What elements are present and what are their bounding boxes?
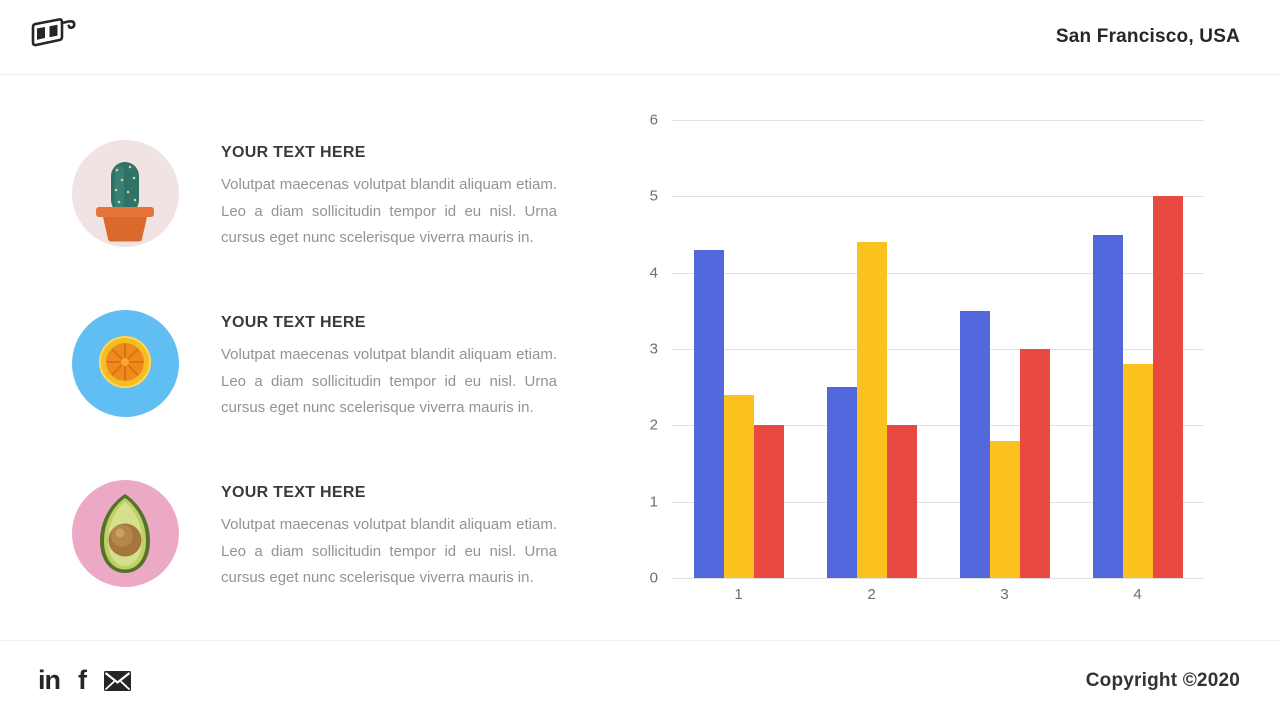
social-links: in f	[38, 667, 131, 694]
header: San Francisco, USA	[0, 0, 1280, 75]
feature-text: YOUR TEXT HERE Volutpat maecenas volutpa…	[221, 310, 557, 422]
bar-series-red-cat4	[1152, 196, 1183, 578]
feature-body: Volutpat maecenas volutpat blandit aliqu…	[221, 176, 557, 246]
y-tick-label: 4	[649, 264, 658, 282]
gridline	[672, 196, 1204, 198]
feature-body: Volutpat maecenas volutpat blandit aliqu…	[221, 346, 557, 416]
feature-body: Volutpat maecenas volutpat blandit aliqu…	[221, 516, 557, 586]
feature-row: YOUR TEXT HERE Volutpat maecenas volutpa…	[72, 310, 564, 417]
bar-series-yellow-cat4	[1122, 364, 1153, 578]
email-icon[interactable]	[104, 670, 131, 691]
cactus-in-pot-photo	[72, 140, 179, 247]
gridline	[672, 425, 1204, 427]
y-tick-label: 2	[649, 416, 658, 434]
feature-list: YOUR TEXT HERE Volutpat maecenas volutpa…	[72, 140, 564, 650]
bar-group-2	[805, 120, 938, 578]
bar-series-yellow-cat3	[989, 440, 1020, 578]
chart-y-axis: 0 1 2 3 4 5 6	[600, 112, 658, 587]
feature-text: YOUR TEXT HERE Volutpat maecenas volutpa…	[221, 480, 557, 592]
avocado-half-photo	[72, 480, 179, 587]
y-tick-label: 5	[649, 187, 658, 205]
feature-title: YOUR TEXT HERE	[221, 484, 366, 501]
bar-series-blue-cat1	[693, 249, 724, 578]
feature-title: YOUR TEXT HERE	[221, 144, 366, 161]
feature-text: YOUR TEXT HERE Volutpat maecenas volutpa…	[221, 140, 557, 252]
facebook-icon[interactable]: f	[78, 665, 87, 695]
copyright-text: Copyright ©2020	[1085, 669, 1240, 691]
chart-x-axis: 1 2 3 4	[672, 586, 1204, 603]
3d-glasses-icon	[28, 14, 78, 61]
bar-series-red-cat1	[753, 425, 784, 578]
y-tick-label: 0	[649, 569, 658, 587]
bar-series-red-cat3	[1019, 349, 1050, 578]
chart-plot	[672, 120, 1204, 579]
bar-series-yellow-cat1	[723, 394, 754, 578]
gridline	[672, 501, 1204, 503]
x-tick-label: 3	[1000, 586, 1009, 603]
bar-groups	[672, 120, 1204, 578]
gridline	[672, 272, 1204, 274]
gridline	[672, 349, 1204, 350]
x-tick-label: 1	[734, 586, 743, 603]
orange-slice-photo	[72, 310, 179, 417]
footer: in f Copyright ©2020	[0, 640, 1280, 720]
feature-row: YOUR TEXT HERE Volutpat maecenas volutpa…	[72, 140, 564, 247]
y-tick-label: 3	[649, 340, 658, 358]
gridline	[672, 120, 1204, 121]
bar-group-1	[672, 120, 805, 578]
gridline	[672, 578, 1204, 579]
y-tick-label: 6	[649, 111, 658, 129]
bar-series-red-cat2	[886, 425, 917, 578]
x-tick-label: 4	[1133, 586, 1142, 603]
y-tick-label: 1	[649, 493, 658, 511]
linkedin-icon[interactable]: in	[38, 665, 61, 695]
feature-title: YOUR TEXT HERE	[221, 314, 366, 331]
bar-group-3	[938, 120, 1071, 578]
bar-series-blue-cat3	[959, 310, 990, 578]
bar-group-4	[1071, 120, 1204, 578]
bar-series-blue-cat2	[826, 387, 857, 578]
x-tick-label: 2	[867, 586, 876, 603]
feature-row: YOUR TEXT HERE Volutpat maecenas volutpa…	[72, 480, 564, 587]
bar-series-blue-cat4	[1092, 234, 1123, 578]
bar-series-yellow-cat2	[856, 242, 887, 578]
header-location: San Francisco, USA	[1055, 26, 1240, 47]
